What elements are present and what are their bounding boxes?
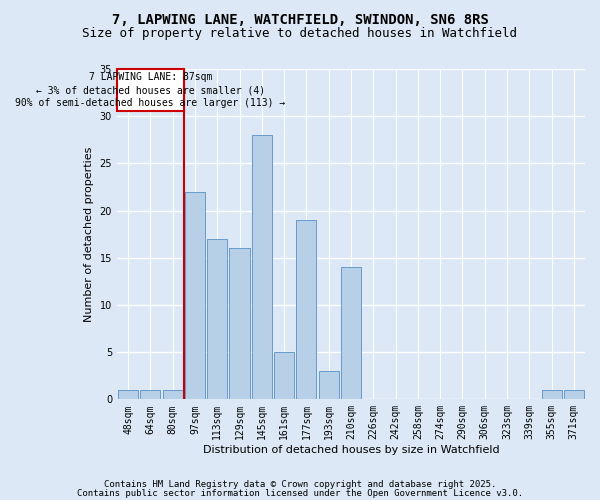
Bar — [140, 390, 160, 400]
Bar — [163, 390, 182, 400]
X-axis label: Distribution of detached houses by size in Watchfield: Distribution of detached houses by size … — [203, 445, 499, 455]
Bar — [229, 248, 250, 400]
Text: Contains HM Land Registry data © Crown copyright and database right 2025.: Contains HM Land Registry data © Crown c… — [104, 480, 496, 489]
Bar — [296, 220, 316, 400]
Bar — [274, 352, 294, 400]
Bar — [564, 390, 584, 400]
Bar — [319, 371, 338, 400]
Y-axis label: Number of detached properties: Number of detached properties — [84, 146, 94, 322]
Text: Size of property relative to detached houses in Watchfield: Size of property relative to detached ho… — [83, 28, 517, 40]
Bar — [207, 239, 227, 400]
Bar — [252, 135, 272, 400]
Text: Contains public sector information licensed under the Open Government Licence v3: Contains public sector information licen… — [77, 489, 523, 498]
Text: 7, LAPWING LANE, WATCHFIELD, SWINDON, SN6 8RS: 7, LAPWING LANE, WATCHFIELD, SWINDON, SN… — [112, 12, 488, 26]
Bar — [185, 192, 205, 400]
Text: 7 LAPWING LANE: 87sqm
← 3% of detached houses are smaller (4)
90% of semi-detach: 7 LAPWING LANE: 87sqm ← 3% of detached h… — [15, 72, 286, 108]
Bar — [542, 390, 562, 400]
Bar — [118, 390, 138, 400]
Bar — [341, 267, 361, 400]
FancyBboxPatch shape — [117, 69, 184, 112]
